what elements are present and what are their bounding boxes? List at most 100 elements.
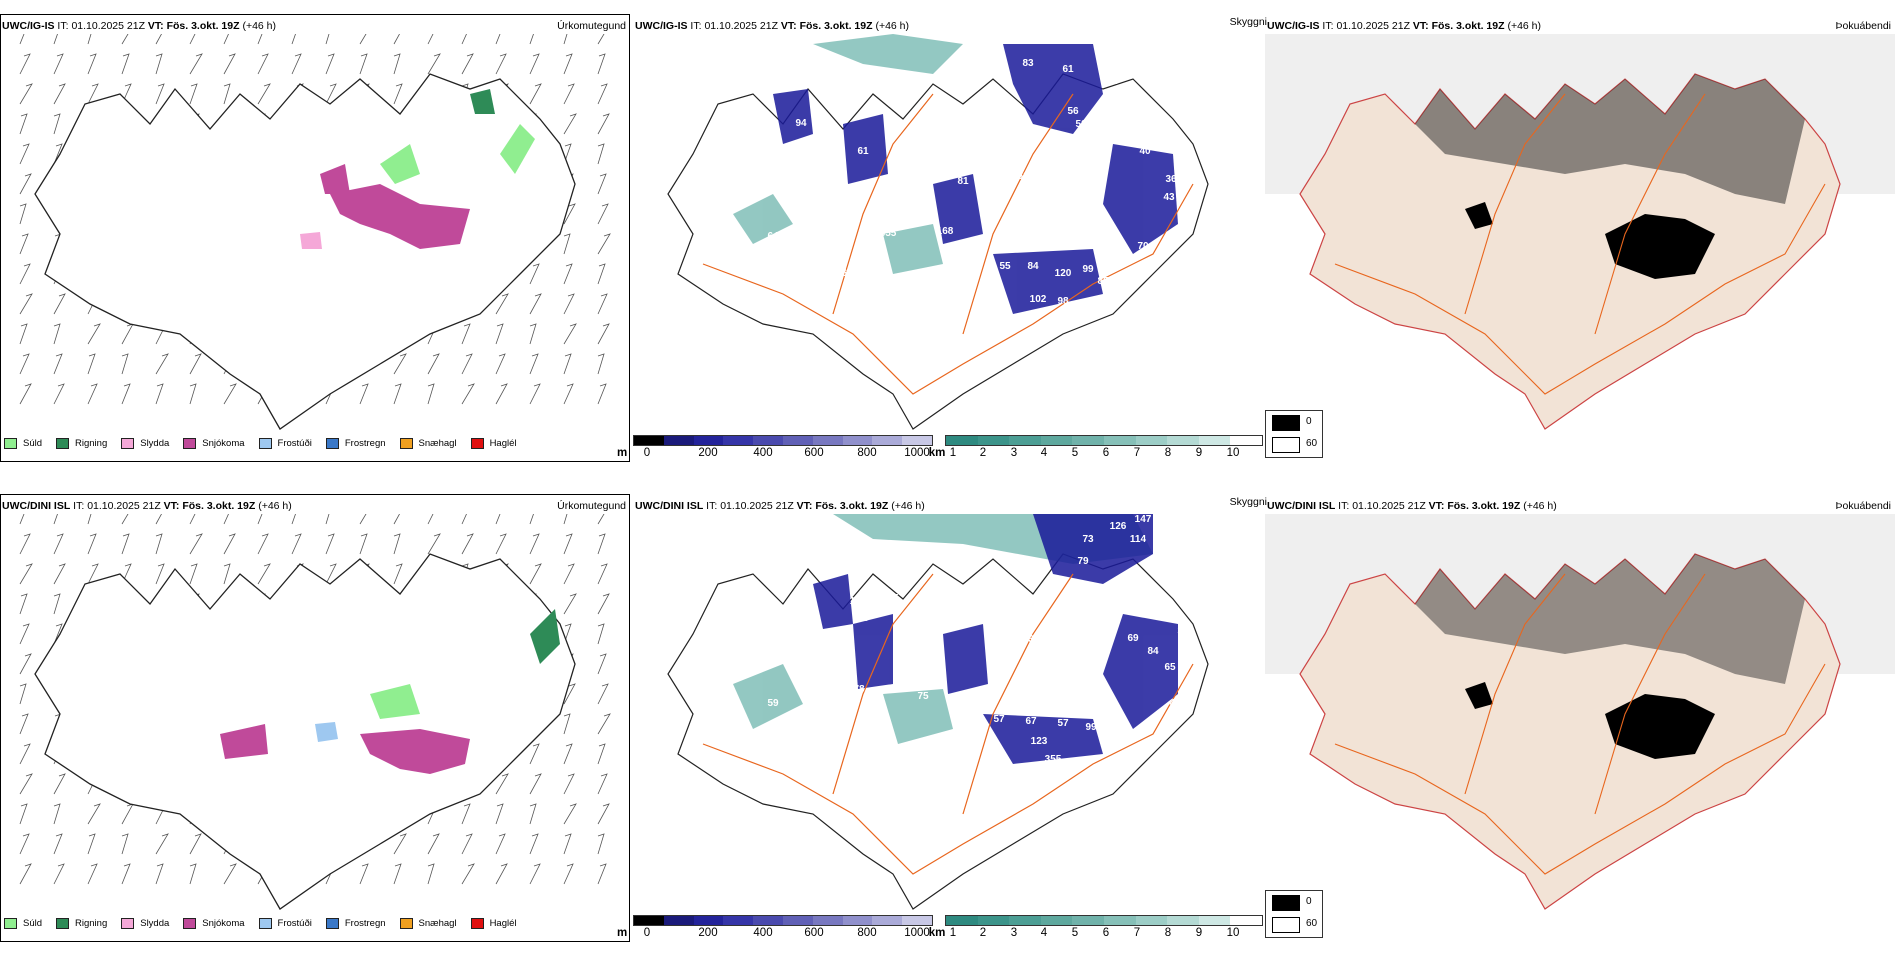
- wind-barb: [53, 623, 63, 645]
- wind-barb: [325, 34, 330, 45]
- wind-barb: [563, 593, 577, 615]
- fog-core: [1605, 694, 1715, 759]
- cloud-label: 84: [1027, 261, 1039, 272]
- wind-barb: [461, 53, 474, 75]
- wind-barb: [563, 563, 575, 585]
- wind-barb: [427, 34, 434, 45]
- wind-barb: [121, 514, 129, 525]
- cloud-label: 254: [1185, 539, 1202, 550]
- cloud-label: 67: [1025, 716, 1037, 727]
- wind-barb: [121, 383, 131, 405]
- cloud-label: 36: [1165, 174, 1177, 185]
- colorbar-ticks: km 1 2 3 4 5 6 7 8 9 10: [929, 446, 1263, 460]
- legend-swatch-snjokoma: [183, 918, 197, 929]
- it-value: 01.10.2025 21Z: [1336, 20, 1410, 32]
- cloud-label: 69: [784, 83, 796, 94]
- cloud-label: 83: [1022, 58, 1034, 69]
- legend-swatch-rigning: [56, 438, 70, 449]
- wind-barb: [597, 353, 605, 375]
- wind-barb: [19, 803, 28, 825]
- legend-item: Frostúði: [258, 438, 312, 449]
- wind-barb: [19, 293, 33, 315]
- cloud-label: 102: [1030, 294, 1047, 305]
- wind-barb: [257, 563, 271, 585]
- cloud-label: 248: [1017, 684, 1034, 695]
- fog-swatch-60: [1272, 917, 1300, 933]
- wind-barb: [257, 53, 269, 75]
- it-label: IT:: [690, 20, 702, 32]
- cloud-label: 66: [1017, 171, 1029, 182]
- panel-header: UWC/IG-IS IT: 01.10.2025 21Z VT: Fös. 3.…: [635, 20, 909, 32]
- cloud-label: 76: [905, 674, 917, 685]
- it-value: 01.10.2025 21Z: [720, 500, 794, 512]
- wind-barb: [495, 53, 507, 75]
- precip-panel-row1: UWC/IG-IS IT: 01.10.2025 21Z VT: Fös. 3.…: [0, 14, 630, 474]
- tick-label: 600: [804, 927, 824, 939]
- cloud-base-blue: [773, 44, 1178, 314]
- legend-label: Frostúði: [277, 438, 312, 449]
- legend-label: Snæhagl: [418, 438, 457, 449]
- vt-value: Fös. 3.okt. 19Z: [182, 500, 256, 512]
- cloud-label: 126: [1110, 521, 1127, 532]
- cloud-label: 48: [1169, 698, 1181, 709]
- wind-barb: [19, 203, 27, 225]
- road-network: [1334, 573, 1826, 875]
- vt-value: Fös. 3.okt. 19Z: [1447, 500, 1521, 512]
- tick-label: 10: [1226, 927, 1240, 939]
- it-label: IT:: [1322, 20, 1334, 32]
- cloud-label: 73: [1082, 534, 1094, 545]
- cloud-label: 65: [1115, 101, 1127, 112]
- wind-barb: [121, 803, 134, 825]
- tick-label: 200: [698, 927, 718, 939]
- tick-label: 6: [1102, 447, 1110, 459]
- wind-barb: [53, 293, 66, 315]
- legend-item: Frostúði: [258, 918, 312, 929]
- panel-title-right: Skyggni: [1229, 16, 1267, 28]
- wind-barb: [19, 83, 33, 105]
- cloud-label: 73: [1122, 271, 1134, 282]
- cloud-label: 138: [1023, 634, 1040, 645]
- cloud-label: 85: [1097, 276, 1109, 287]
- wind-barb: [461, 514, 467, 525]
- vt-value: Fös. 3.okt. 19Z: [1431, 20, 1505, 32]
- wind-barb: [19, 713, 29, 735]
- wind-barb: [393, 83, 403, 105]
- panel-title-right: Úrkomutegund: [557, 20, 626, 32]
- wind-barb: [87, 803, 101, 825]
- wind-barb: [257, 514, 263, 525]
- tick-label: 800: [857, 927, 877, 939]
- wind-barb: [291, 53, 302, 75]
- legend-swatch-sudd: [4, 918, 17, 929]
- wind-barb: [597, 203, 609, 225]
- wind-barb: [155, 863, 164, 885]
- wind-barb: [529, 514, 534, 525]
- wind-barb: [563, 263, 573, 285]
- wind-barb: [19, 383, 32, 405]
- wind-barb: [53, 83, 66, 105]
- wind-barb: [53, 143, 63, 165]
- cloud-label: 50: [1075, 119, 1087, 130]
- cloud-label: 31: [927, 396, 939, 407]
- tick-label: 3: [1010, 927, 1018, 939]
- tick-label: 9: [1195, 927, 1203, 939]
- wind-barb: [495, 353, 506, 375]
- cloud-visibility-panel-row1: UWC/IG-IS IT: 01.10.2025 21Z VT: Fös. 3.…: [617, 14, 1267, 474]
- legend-item: Haglél: [470, 918, 517, 929]
- cloud-label: 93: [740, 184, 752, 195]
- road-network: [702, 573, 1194, 875]
- wind-barb: [87, 533, 97, 555]
- road-network: [702, 93, 1194, 395]
- wind-barb: [529, 563, 542, 585]
- cloud-label: 84: [1147, 646, 1159, 657]
- legend-label: Snæhagl: [418, 918, 457, 929]
- fog-swatch-0: [1272, 895, 1300, 911]
- wind-barb: [529, 773, 542, 795]
- wind-barb: [19, 233, 29, 255]
- wind-barb: [495, 383, 508, 405]
- cloud-label: 43: [1163, 192, 1175, 203]
- tick-label: 0: [643, 927, 651, 939]
- wind-barb: [53, 773, 66, 795]
- wind-barb: [597, 803, 610, 825]
- tick-label: 400: [753, 927, 773, 939]
- cloud-map: 147 126 73 114 79 254 53 40 148 95 55 79…: [667, 514, 1209, 910]
